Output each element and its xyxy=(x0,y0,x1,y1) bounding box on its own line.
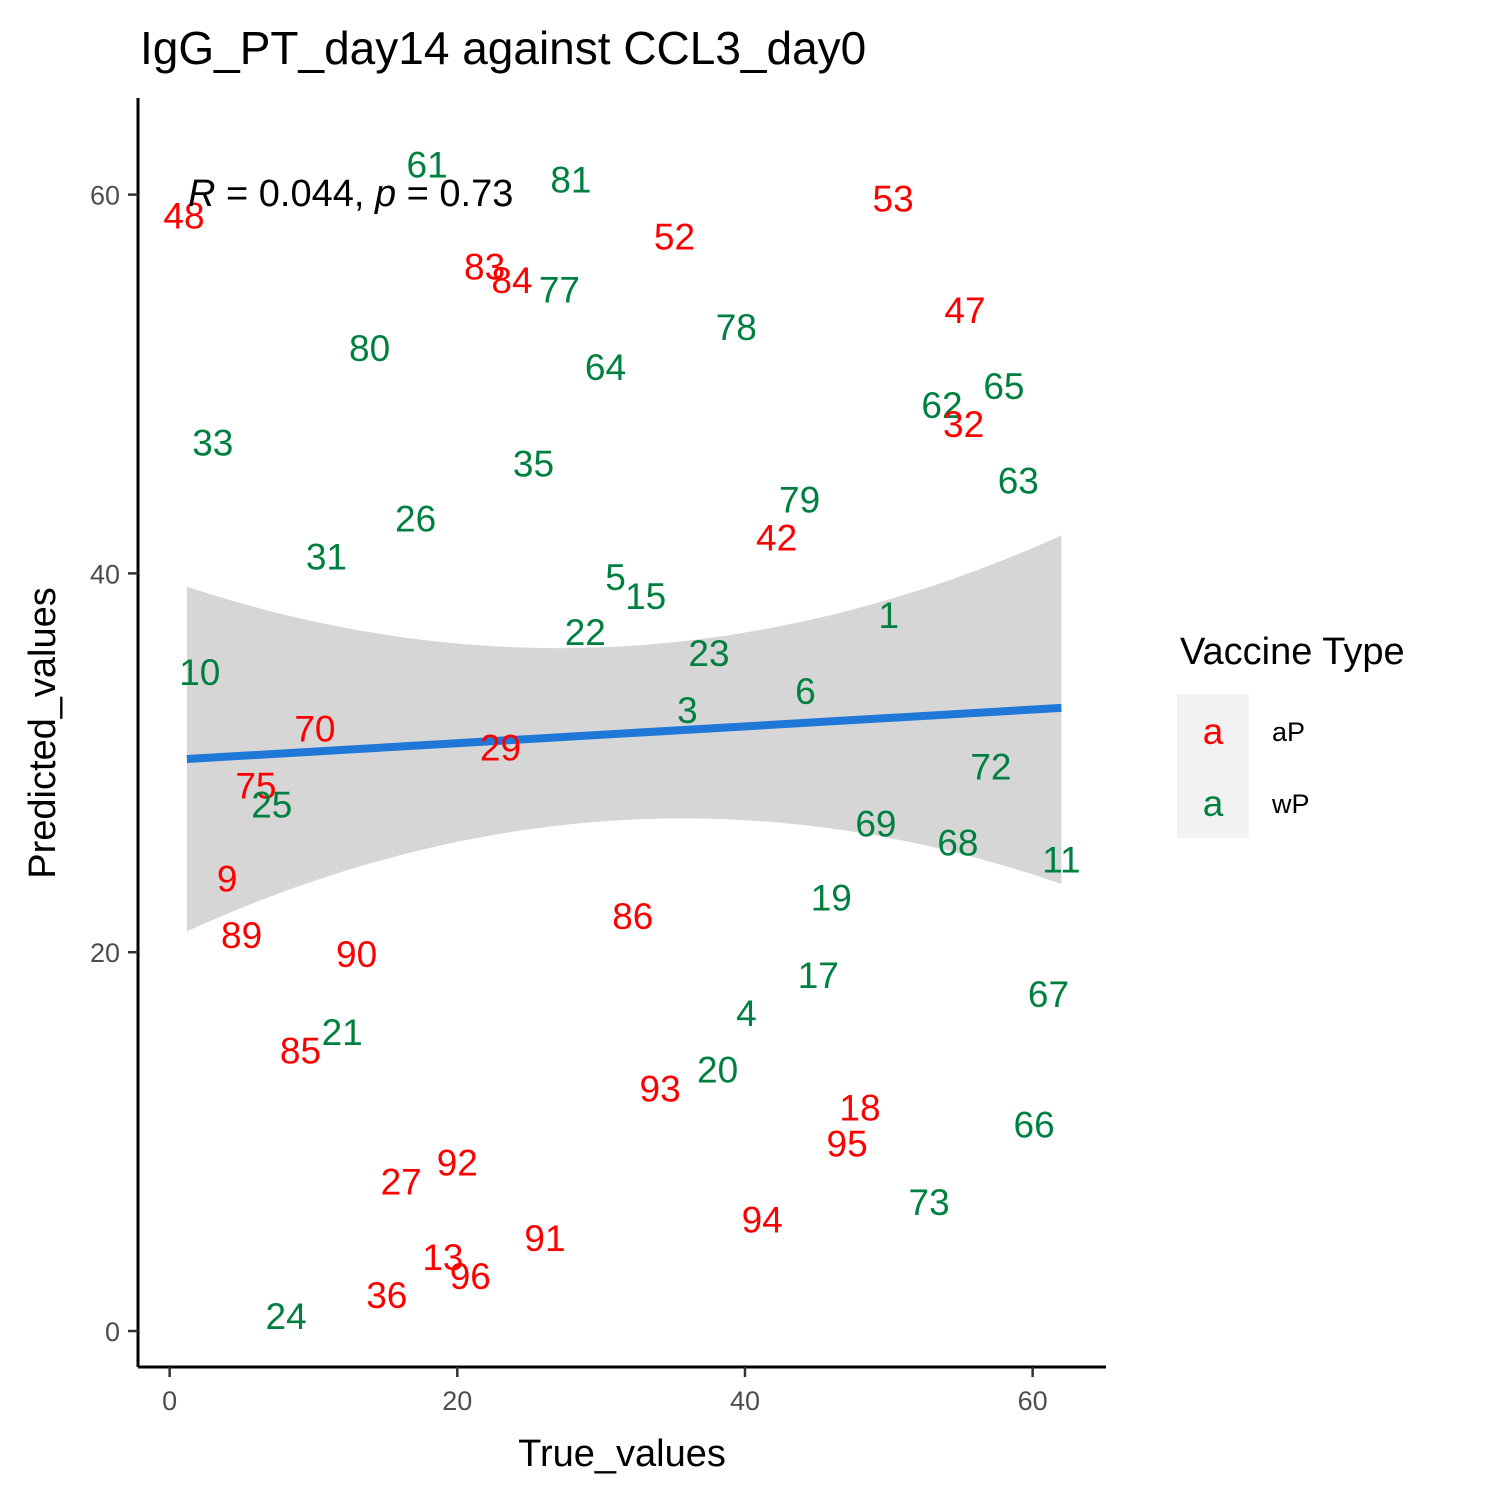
point-label-77: 77 xyxy=(539,269,580,310)
point-label-29: 29 xyxy=(480,728,521,769)
point-label-47: 47 xyxy=(944,290,985,331)
point-label-33: 33 xyxy=(192,423,233,464)
point-label-62: 62 xyxy=(921,385,962,426)
legend-key-ap xyxy=(1177,694,1249,766)
point-label-27: 27 xyxy=(381,1161,422,1202)
point-label-72: 72 xyxy=(970,747,1011,788)
point-label-20: 20 xyxy=(697,1050,738,1091)
point-label-63: 63 xyxy=(998,461,1039,502)
point-label-96: 96 xyxy=(450,1256,491,1297)
point-label-32: 32 xyxy=(943,404,984,445)
point-label-9: 9 xyxy=(217,858,238,899)
point-label-4: 4 xyxy=(736,993,757,1034)
point-label-1: 1 xyxy=(879,595,900,636)
point-label-66: 66 xyxy=(1014,1105,1055,1146)
x-tick-label: 0 xyxy=(162,1386,177,1416)
p-value: = 0.73 xyxy=(396,173,513,215)
point-label-35: 35 xyxy=(513,444,554,485)
point-label-78: 78 xyxy=(716,307,757,348)
point-label-13: 13 xyxy=(422,1237,463,1278)
legend-title: Vaccine Type xyxy=(1180,631,1405,673)
y-tick-label: 40 xyxy=(90,559,120,589)
y-axis-title: Predicted_values xyxy=(22,587,64,879)
point-label-10: 10 xyxy=(179,652,220,693)
point-label-5: 5 xyxy=(605,557,626,598)
point-label-80: 80 xyxy=(349,328,390,369)
point-label-89: 89 xyxy=(221,915,262,956)
point-label-65: 65 xyxy=(983,366,1024,407)
legend-key-glyph-wp: a xyxy=(1203,783,1224,824)
legend-label-wp: wP xyxy=(1271,789,1310,819)
point-label-79: 79 xyxy=(779,480,820,521)
point-label-21: 21 xyxy=(322,1012,363,1053)
point-label-53: 53 xyxy=(873,178,914,219)
point-label-70: 70 xyxy=(294,709,335,750)
point-label-93: 93 xyxy=(640,1069,681,1110)
point-label-19: 19 xyxy=(811,877,852,918)
point-label-3: 3 xyxy=(677,690,698,731)
y-tick-label: 20 xyxy=(90,938,120,968)
point-label-6: 6 xyxy=(795,671,816,712)
point-label-91: 91 xyxy=(524,1218,565,1259)
legend-label-ap: aP xyxy=(1272,717,1305,747)
x-tick-label: 60 xyxy=(1018,1386,1048,1416)
point-label-15: 15 xyxy=(625,576,666,617)
point-label-67: 67 xyxy=(1028,974,1069,1015)
point-label-68: 68 xyxy=(937,822,978,863)
legend-key-wp xyxy=(1177,766,1249,838)
point-label-17: 17 xyxy=(798,955,839,996)
y-tick-label: 0 xyxy=(105,1317,120,1347)
point-label-25: 25 xyxy=(251,785,292,826)
axes-layer: 0 20 40 60 0 20 40 60 xyxy=(90,98,1106,1416)
x-axis-title: True_values xyxy=(518,1433,726,1475)
legend: Vaccine Type a aP a wP xyxy=(1177,631,1405,838)
x-tick-label: 40 xyxy=(730,1386,760,1416)
p-symbol: p xyxy=(374,173,396,215)
point-label-73: 73 xyxy=(909,1182,950,1223)
point-label-42: 42 xyxy=(756,517,797,558)
r-symbol: R xyxy=(188,173,215,215)
point-label-24: 24 xyxy=(266,1296,307,1337)
point-label-22: 22 xyxy=(565,612,606,653)
point-label-64: 64 xyxy=(585,347,626,388)
point-label-94: 94 xyxy=(742,1199,783,1240)
point-label-48: 48 xyxy=(163,195,204,236)
point-label-90: 90 xyxy=(336,934,377,975)
correlation-annotation: R = 0.044, p = 0.73 xyxy=(188,173,513,215)
point-label-81: 81 xyxy=(550,159,591,200)
chart-title: IgG_PT_day14 against CCL3_day0 xyxy=(140,22,866,74)
point-label-83: 83 xyxy=(464,247,505,288)
x-tick-label: 20 xyxy=(442,1386,472,1416)
point-label-26: 26 xyxy=(395,499,436,540)
point-label-18: 18 xyxy=(839,1088,880,1129)
legend-key-glyph-ap: a xyxy=(1203,711,1224,752)
point-label-85: 85 xyxy=(280,1031,321,1072)
point-label-84: 84 xyxy=(491,260,532,301)
point-label-31: 31 xyxy=(306,536,347,577)
y-tick-label: 60 xyxy=(90,181,120,211)
point-label-61: 61 xyxy=(407,144,448,185)
point-label-75: 75 xyxy=(235,766,276,807)
regression-line-layer xyxy=(186,703,1062,764)
point-label-11: 11 xyxy=(1042,839,1080,880)
point-label-52: 52 xyxy=(654,216,695,257)
r-value: = 0.044, xyxy=(215,173,375,215)
regression-line xyxy=(186,703,1062,764)
point-label-23: 23 xyxy=(688,633,729,674)
point-label-86: 86 xyxy=(612,896,653,937)
point-label-36: 36 xyxy=(366,1275,407,1316)
point-label-95: 95 xyxy=(827,1124,868,1165)
point-label-69: 69 xyxy=(855,803,896,844)
point-label-92: 92 xyxy=(437,1142,478,1183)
